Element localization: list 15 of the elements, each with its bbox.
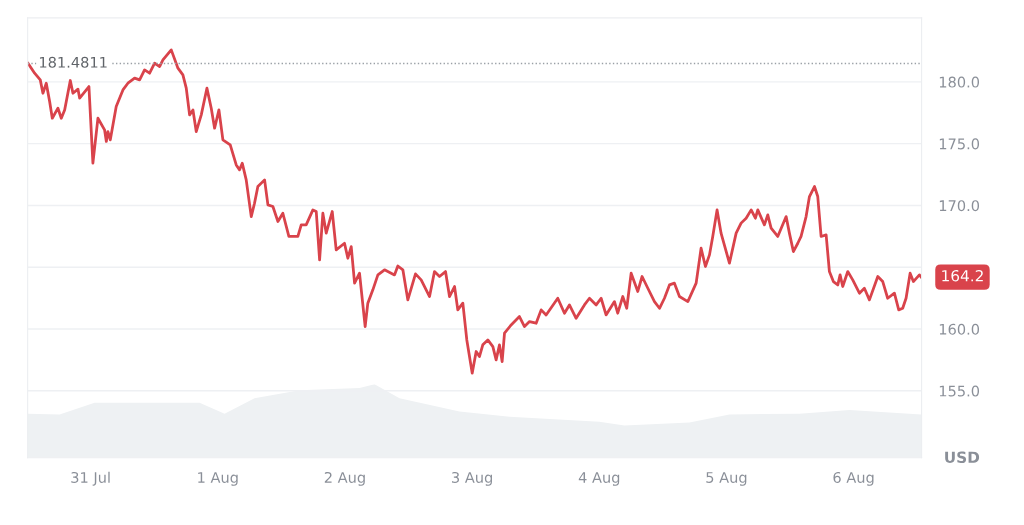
y-axis-title: USD [945,451,980,464]
y-tick-label: 155.0 [939,385,980,397]
y-tick-label: 170.0 [939,200,980,212]
y-tick-label: 175.0 [939,138,980,150]
x-tick-label: 1 Aug [198,472,238,486]
y-tick-label: 180.0 [939,76,980,88]
x-tick-label: 3 Aug [452,471,492,486]
x-tick-label: 31 Jul [71,471,110,486]
y-tick-label: 160.0 [939,323,980,335]
ref-line-label: 181.4811 [39,56,107,68]
x-tick-label: 6 Aug [833,471,874,486]
x-tick-label: 2 Aug [324,471,365,486]
annotation: 164.2 [942,270,983,282]
x-tick-label: 5 Aug [706,472,747,486]
x-tick-label: 4 Aug [578,472,620,486]
